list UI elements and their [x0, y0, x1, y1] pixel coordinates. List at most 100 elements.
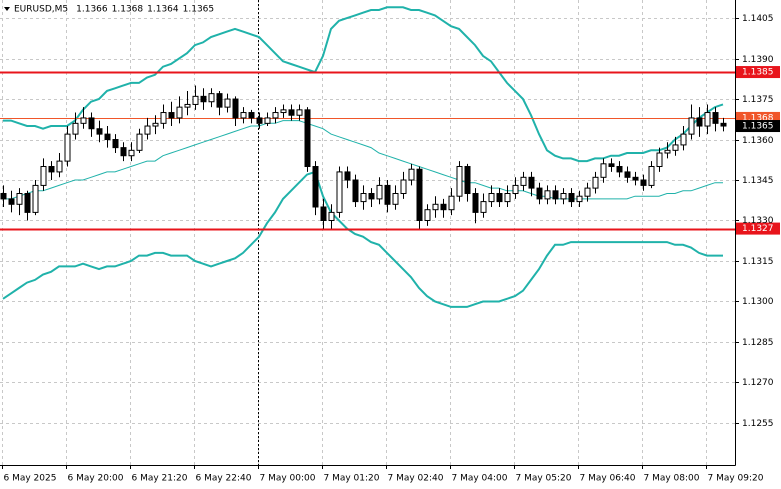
candle-body — [80, 117, 87, 124]
candle-body — [464, 166, 471, 195]
y-tick-label: 1.1315 — [742, 257, 774, 267]
candle-body — [288, 109, 295, 116]
candle-body — [328, 211, 335, 221]
candle-body — [152, 122, 159, 127]
y-tick-label: 1.1345 — [742, 176, 774, 186]
y-tick-label: 1.1375 — [742, 95, 774, 105]
candle-body — [16, 193, 23, 205]
candle-body — [376, 184, 383, 200]
candle-body — [704, 112, 711, 127]
header-values: 1.1366 1.1368 1.1364 1.1365 — [76, 5, 214, 15]
grid — [0, 0, 735, 465]
candle-body — [32, 184, 39, 213]
candle-body — [248, 112, 255, 119]
candle-body — [336, 171, 343, 213]
candle-body — [144, 125, 151, 135]
candle-body — [72, 122, 79, 135]
candle-body — [648, 166, 655, 186]
candle-body — [456, 166, 463, 197]
candle-body — [392, 193, 399, 205]
candle-body — [160, 112, 167, 124]
candle-body — [448, 195, 455, 211]
candle-body — [272, 112, 279, 119]
x-tick-label: 6 May 2025 — [4, 474, 57, 484]
candle-body — [536, 187, 543, 200]
header-value: 1.1364 — [147, 5, 179, 15]
x-tick-label: 6 May 21:20 — [132, 474, 188, 484]
candle-body — [200, 95, 207, 103]
candle-body — [256, 117, 263, 124]
candle-body — [24, 193, 31, 213]
y-tick-label: 1.1330 — [742, 216, 774, 226]
x-tick-label: 7 May 08:00 — [644, 474, 700, 484]
candle-body — [544, 190, 551, 200]
candle-body — [320, 206, 327, 221]
candle-body — [528, 176, 535, 189]
candle-body — [264, 117, 271, 124]
y-tick-label: 1.1405 — [742, 14, 774, 24]
x-tick-label: 7 May 01:20 — [324, 474, 380, 484]
candle-body — [312, 166, 319, 208]
axis: 1.14051.13901.13751.13601.13451.13301.13… — [2, 14, 774, 484]
x-tick-label: 7 May 05:20 — [516, 474, 572, 484]
candle-body — [176, 106, 183, 119]
candle-body — [344, 171, 351, 181]
candle-body — [520, 176, 527, 186]
candle-body — [560, 193, 567, 200]
candle-body — [112, 139, 119, 149]
candle-body — [192, 95, 199, 105]
price-label: 1.1385 — [742, 68, 774, 78]
candle-body — [136, 133, 143, 151]
x-tick-label: 7 May 06:40 — [580, 474, 636, 484]
price-label-box — [736, 222, 780, 235]
candle-body — [296, 109, 303, 116]
candle-body — [640, 179, 647, 186]
candle-body — [440, 203, 447, 211]
header-arrow — [4, 7, 10, 11]
candle-body — [480, 201, 487, 213]
y-tick-label: 1.1270 — [742, 378, 774, 388]
candle-body — [48, 166, 55, 173]
candle-body — [240, 112, 247, 119]
y-tick-label: 1.1285 — [742, 338, 774, 348]
candle-body — [400, 179, 407, 195]
candle-body — [632, 176, 639, 181]
candle-body — [88, 117, 95, 130]
band-lower — [2, 170, 723, 308]
price-label-box — [736, 120, 780, 133]
candle-body — [672, 144, 679, 151]
candle-body — [128, 149, 135, 157]
candle-body — [608, 163, 615, 168]
candle-body — [232, 98, 239, 119]
candle-body — [504, 193, 511, 203]
band-middle — [3, 120, 723, 200]
header-value: 1.1365 — [183, 5, 215, 15]
candle-body — [680, 133, 687, 146]
price-label: 1.1327 — [742, 224, 774, 234]
band-upper — [3, 6, 724, 163]
candle-body — [664, 149, 671, 154]
price-label: 1.1365 — [742, 122, 774, 132]
x-tick-label: 7 May 00:00 — [260, 474, 316, 484]
header-value: 1.1368 — [112, 5, 144, 15]
candle-body — [496, 193, 503, 203]
x-tick-label: 6 May 20:00 — [68, 474, 124, 484]
candle-body — [408, 168, 415, 181]
candle-body — [384, 184, 391, 205]
candle-body — [40, 166, 47, 186]
x-tick-label: 6 May 22:40 — [196, 474, 252, 484]
candle-body — [352, 179, 359, 203]
candle-body — [720, 122, 727, 127]
candle-body — [688, 117, 695, 135]
candle-body — [552, 190, 559, 200]
candle-body — [280, 109, 287, 114]
price-label: 1.1368 — [742, 113, 774, 123]
candle-body — [568, 193, 575, 203]
candle-body — [416, 168, 423, 221]
candle-body — [592, 176, 599, 189]
candle-body — [432, 203, 439, 211]
candle-body — [168, 112, 175, 119]
candle-body — [600, 163, 607, 178]
y-tick-label: 1.1390 — [742, 55, 774, 65]
